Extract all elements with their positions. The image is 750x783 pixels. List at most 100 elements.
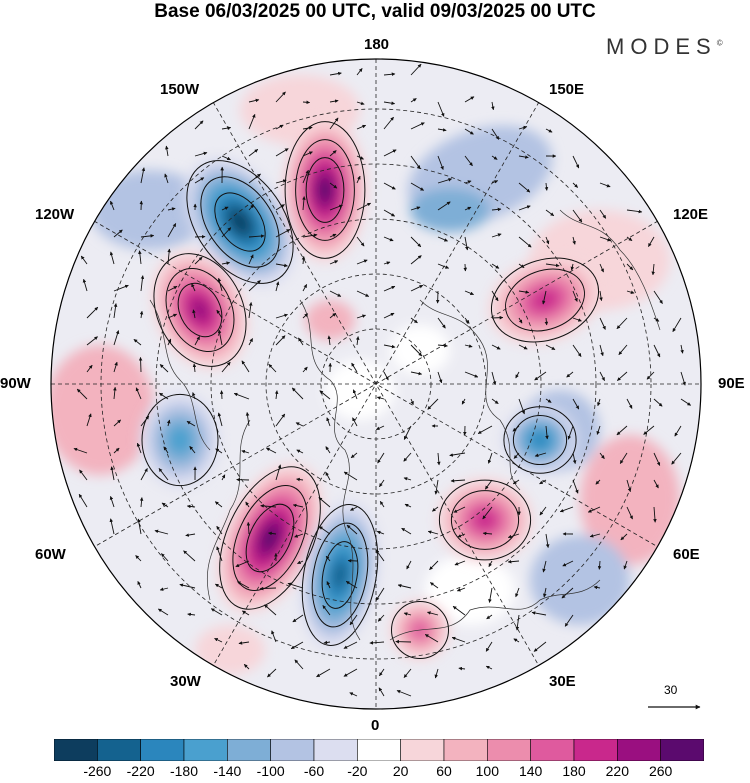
wind-vector-arrow <box>159 392 169 400</box>
wind-vector-arrow <box>515 614 520 631</box>
wind-vector-arrow <box>617 371 628 381</box>
wind-vector-arrow <box>542 560 547 573</box>
wind-vector-arrow <box>599 263 604 273</box>
wind-vector-arrow <box>275 229 291 238</box>
wind-vector-arrow <box>296 477 304 482</box>
wind-vector-arrow <box>352 389 358 400</box>
wind-vector-arrow <box>157 608 169 616</box>
wind-vector-arrow <box>482 506 493 520</box>
wind-vector-arrow <box>434 479 439 495</box>
wind-vector-arrow <box>477 425 493 434</box>
wind-vector-arrow <box>410 122 425 130</box>
anomaly-center <box>531 289 559 311</box>
wind-vector-arrow <box>221 206 229 211</box>
wind-vector-arrow <box>491 180 499 184</box>
wind-vector-arrow <box>544 182 549 191</box>
wind-vector-arrow <box>566 371 574 378</box>
wind-vector-arrow <box>458 666 466 671</box>
wind-vector-arrow <box>345 580 358 589</box>
wind-vector-arrow <box>186 504 196 509</box>
wind-vector-arrow <box>595 479 601 485</box>
wind-vector-arrow <box>326 417 331 427</box>
colorbar-swatch <box>357 739 401 761</box>
wind-vector-arrow <box>572 182 579 188</box>
wind-vector-arrow <box>454 560 466 566</box>
wind-vector-arrow <box>355 336 360 346</box>
wind-vector-arrow <box>136 442 142 454</box>
wind-vector-arrow <box>671 452 682 465</box>
wind-vector-arrow <box>648 236 655 247</box>
wind-vector-arrow <box>350 452 358 459</box>
wind-vector-arrow <box>192 392 196 400</box>
contour-line <box>305 157 345 223</box>
wind-vector-arrow <box>599 452 605 459</box>
wind-vector-arrow <box>291 387 304 400</box>
wind-vector-arrow <box>518 263 525 269</box>
wind-vector-arrow <box>406 560 412 570</box>
wind-vector-arrow <box>410 284 424 292</box>
colorbar-tick-label: -220 <box>126 763 155 779</box>
contour-line <box>214 192 266 252</box>
wind-vector-arrow <box>410 371 423 376</box>
wind-vector-arrow <box>302 284 308 292</box>
wind-vector-arrow <box>488 587 493 603</box>
lon-label-120w: 120W <box>35 206 75 223</box>
contour-lines <box>141 121 600 659</box>
wind-vector-arrow <box>113 361 118 373</box>
wind-vector-arrow <box>620 533 628 541</box>
colorbar-swatch <box>400 739 445 761</box>
wind-vector-arrow <box>449 452 466 457</box>
wind-vector-arrow <box>518 205 531 211</box>
wind-vector-arrow <box>383 236 394 242</box>
map-title: Base 06/03/2025 00 UTC, valid 09/03/2025… <box>154 1 596 22</box>
wind-vector-arrow <box>491 233 502 238</box>
wind-vector-arrow <box>140 275 145 292</box>
wind-vector-arrow <box>464 180 472 184</box>
wind-vector-arrow <box>513 638 520 643</box>
wind-vector-arrow <box>401 527 412 535</box>
wind-vector-arrow <box>248 204 255 211</box>
wind-vector-arrow <box>214 583 223 589</box>
wind-vector-arrow <box>485 665 493 670</box>
wind-vector-arrow <box>403 452 412 462</box>
wind-vector-arrow <box>626 236 633 242</box>
wind-vector-arrow <box>356 202 372 211</box>
wind-vector-arrow <box>189 446 196 454</box>
wind-vector-arrow <box>534 452 547 458</box>
wind-vectors <box>73 63 692 697</box>
colorbar-swatch <box>140 739 185 761</box>
wind-vector-arrow <box>680 371 686 386</box>
wind-vector-arrow <box>491 263 500 269</box>
wind-vector-arrow <box>410 98 417 103</box>
contour-line <box>200 176 280 268</box>
wind-vector-arrow <box>294 533 304 538</box>
contour-line <box>186 160 294 284</box>
wind-vector-arrow <box>221 126 232 130</box>
wind-vector-arrow <box>410 317 418 324</box>
colorbar-tick-label: -140 <box>213 763 242 779</box>
wind-vector-arrow <box>326 581 331 589</box>
wind-vector-arrow <box>587 506 601 513</box>
colorbar-tick-label: 260 <box>648 763 673 779</box>
wind-vector-arrow <box>437 101 445 117</box>
wind-vector-arrow <box>427 398 439 410</box>
wind-vector-arrow <box>113 419 122 427</box>
wind-vector-arrow <box>138 357 143 373</box>
wind-vector-arrow <box>243 663 250 670</box>
wind-vector-arrow <box>570 263 575 271</box>
wind-vector-arrow <box>383 285 396 292</box>
wind-vector-arrow <box>572 398 580 410</box>
wind-vector-arrow <box>672 317 682 333</box>
wind-vector-arrow <box>599 344 604 357</box>
wind-vector-arrow <box>539 506 547 516</box>
lon-label-90e: 90E <box>718 375 745 392</box>
wind-vector-arrow <box>140 167 146 184</box>
wind-vector-arrow <box>221 155 231 161</box>
wind-vector-arrow <box>559 506 574 513</box>
wind-vector-arrow <box>491 155 498 160</box>
wind-vector-arrow <box>437 371 443 384</box>
wind-vector-arrow <box>453 506 466 513</box>
wind-vector-arrow <box>186 420 196 427</box>
colorbar-tick-label: -20 <box>347 763 368 779</box>
wind-vector-arrow <box>271 630 277 643</box>
